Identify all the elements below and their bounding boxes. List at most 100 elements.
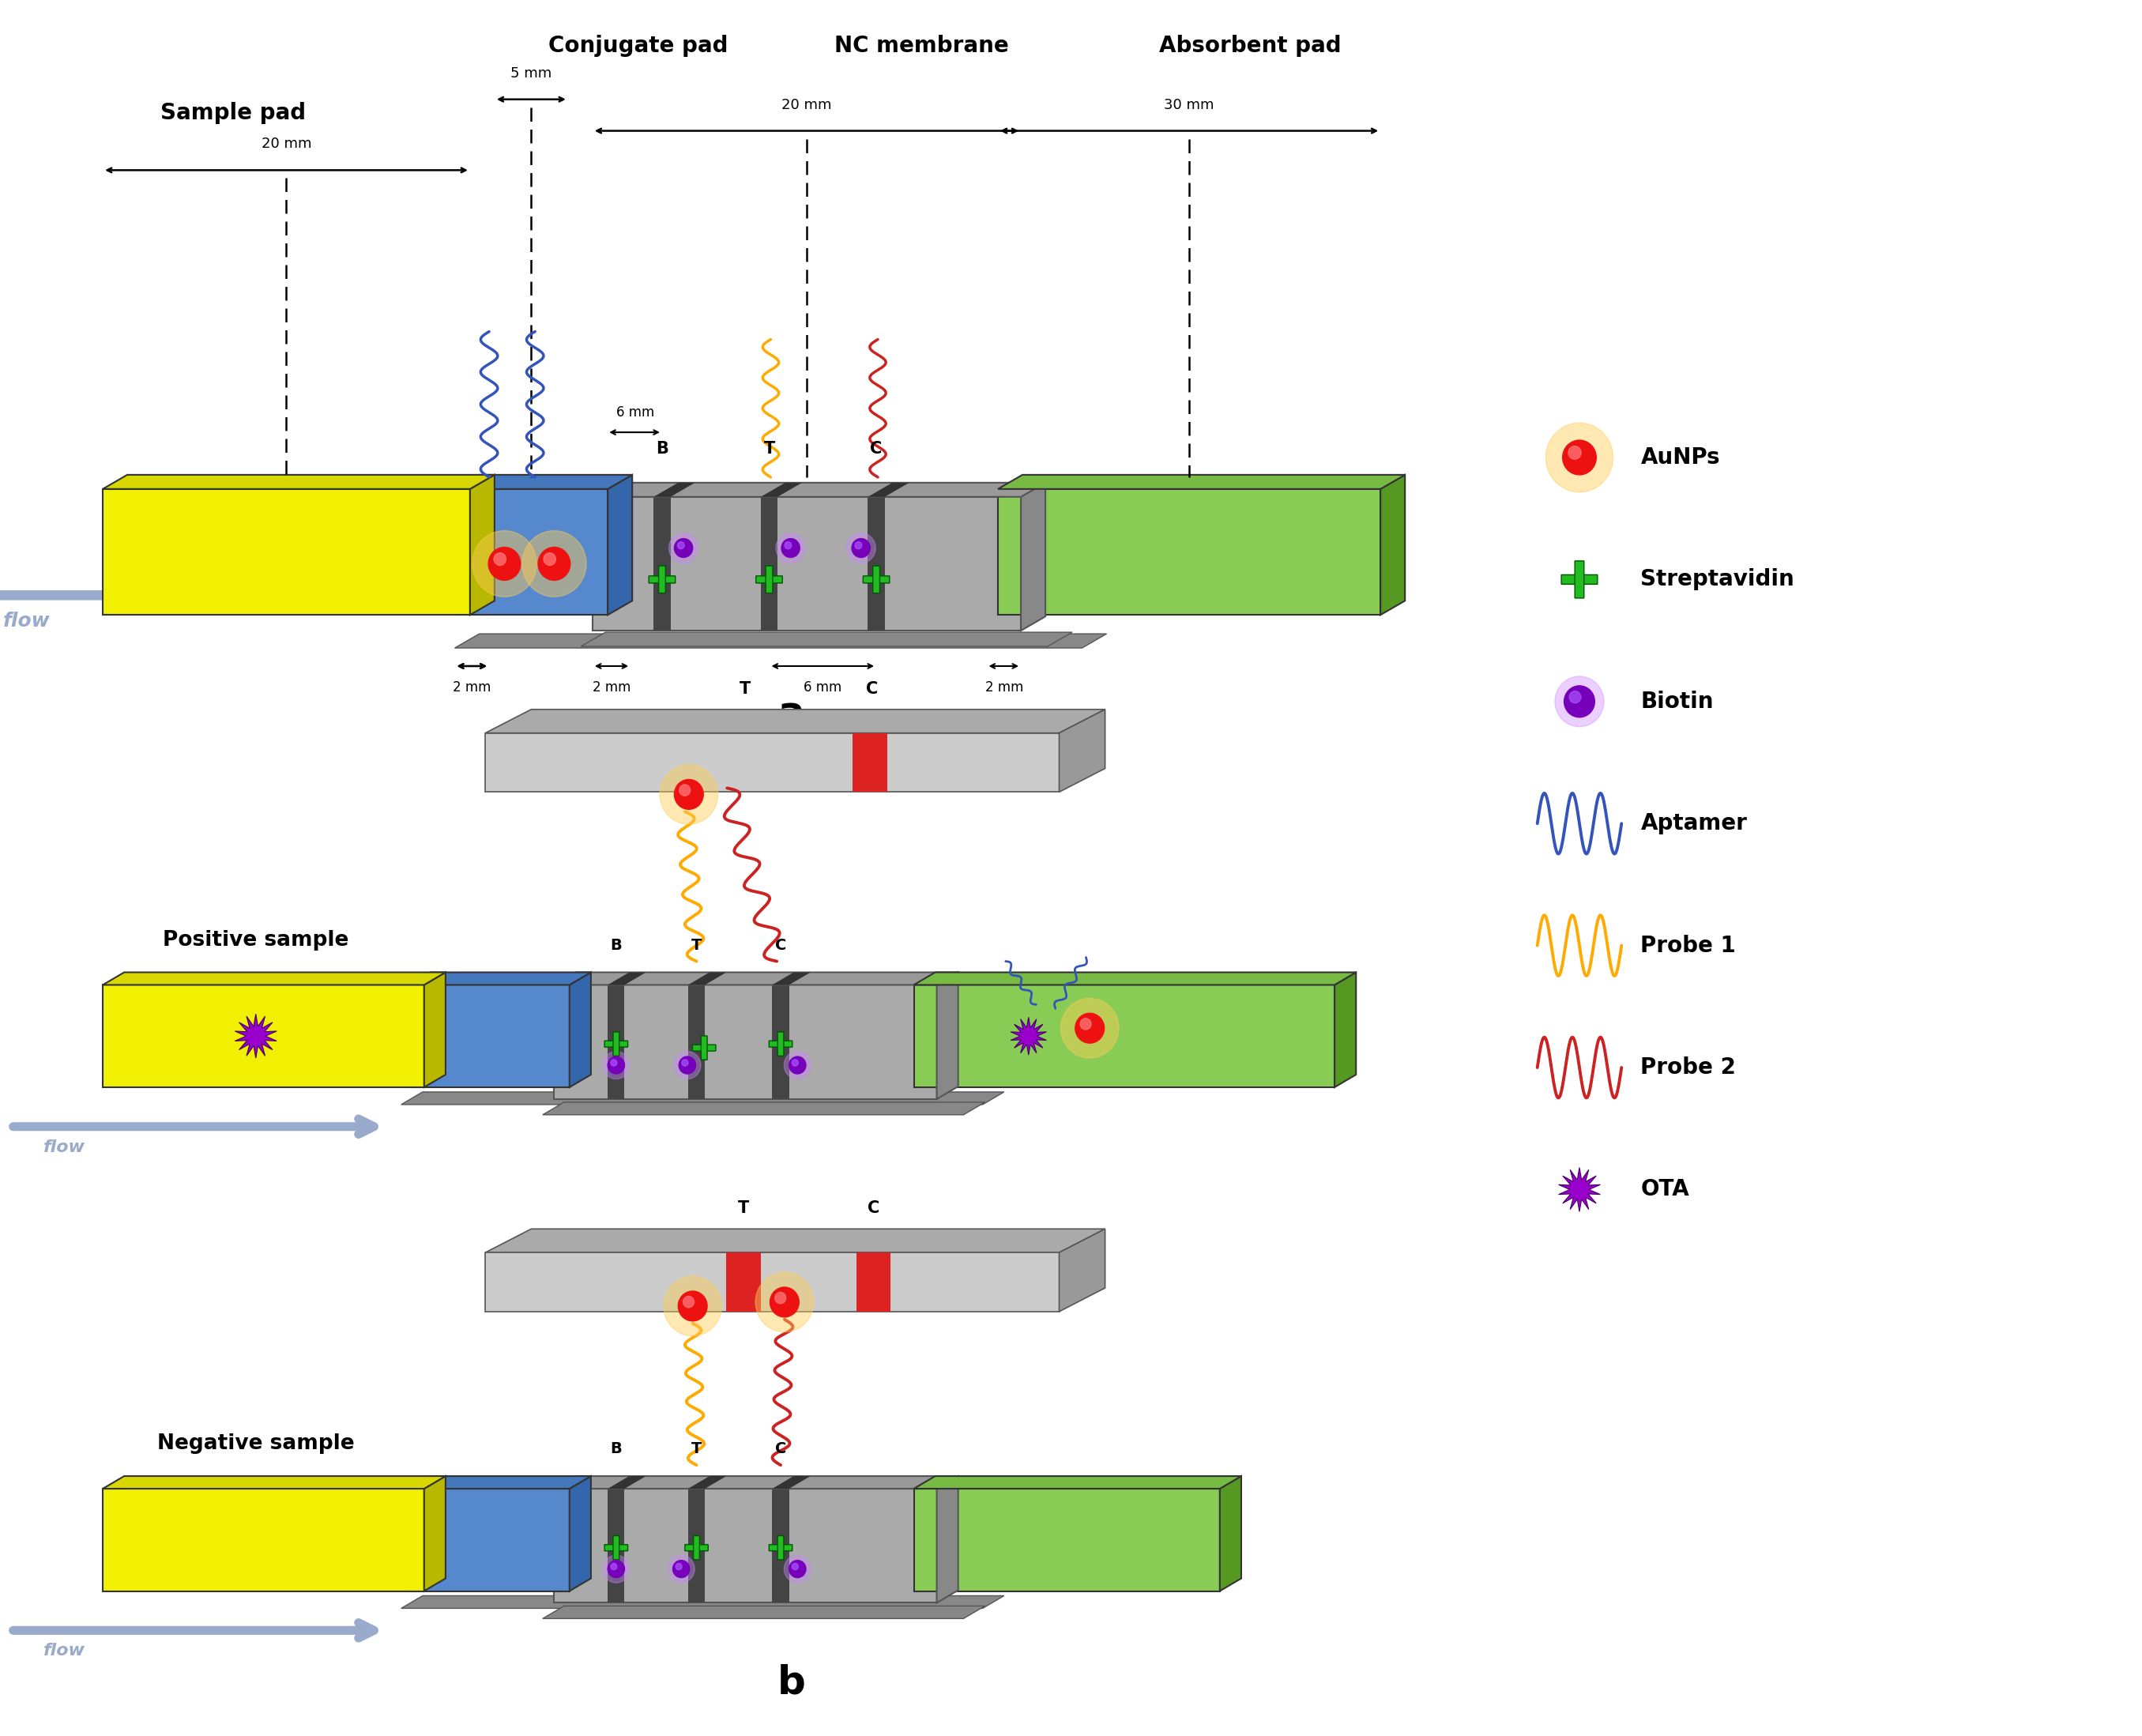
Circle shape <box>769 1286 799 1318</box>
FancyBboxPatch shape <box>778 1031 784 1055</box>
Polygon shape <box>103 476 495 490</box>
Text: T: T <box>763 441 775 457</box>
FancyBboxPatch shape <box>685 1545 709 1550</box>
Polygon shape <box>486 1229 1105 1253</box>
Polygon shape <box>688 1489 705 1602</box>
Circle shape <box>793 1059 799 1066</box>
Text: Biotin: Biotin <box>1641 691 1714 712</box>
Circle shape <box>679 1057 696 1075</box>
Polygon shape <box>486 733 1058 792</box>
Polygon shape <box>236 1014 276 1059</box>
FancyBboxPatch shape <box>700 1036 707 1061</box>
Polygon shape <box>1022 483 1045 630</box>
Text: a: a <box>778 694 805 733</box>
Polygon shape <box>760 496 778 630</box>
Circle shape <box>610 1059 617 1066</box>
Polygon shape <box>688 972 726 984</box>
Polygon shape <box>608 972 647 984</box>
FancyBboxPatch shape <box>613 1031 619 1055</box>
Circle shape <box>846 533 876 562</box>
Text: NC membrane: NC membrane <box>833 35 1009 57</box>
Circle shape <box>677 542 685 549</box>
Polygon shape <box>915 972 1356 984</box>
Polygon shape <box>608 1489 625 1602</box>
Polygon shape <box>1058 710 1105 792</box>
Polygon shape <box>936 1476 957 1602</box>
Text: 2 mm: 2 mm <box>452 681 491 694</box>
Circle shape <box>608 1561 625 1578</box>
Text: 10 mm: 10 mm <box>662 733 709 746</box>
Polygon shape <box>555 1476 957 1489</box>
Text: b: b <box>778 1663 805 1701</box>
Polygon shape <box>593 496 1022 630</box>
Circle shape <box>675 1052 700 1080</box>
Polygon shape <box>688 984 705 1099</box>
Text: 2 mm: 2 mm <box>593 681 630 694</box>
Circle shape <box>664 1276 722 1337</box>
Polygon shape <box>868 496 885 630</box>
Bar <box>726 1253 760 1312</box>
Polygon shape <box>915 984 1334 1087</box>
Text: C: C <box>775 1441 786 1457</box>
FancyBboxPatch shape <box>863 576 889 583</box>
Bar <box>857 1253 891 1312</box>
Polygon shape <box>454 476 632 490</box>
Text: T: T <box>692 1441 703 1457</box>
Circle shape <box>775 1292 786 1304</box>
Text: Probe 1: Probe 1 <box>1641 934 1735 957</box>
Polygon shape <box>542 1102 985 1115</box>
Text: 2 mm: 2 mm <box>985 681 1024 694</box>
Polygon shape <box>868 483 908 496</box>
Circle shape <box>488 547 521 580</box>
Circle shape <box>602 1555 630 1583</box>
Circle shape <box>784 1052 812 1080</box>
Polygon shape <box>469 476 495 615</box>
Polygon shape <box>915 1489 1219 1590</box>
Polygon shape <box>555 972 957 984</box>
Circle shape <box>1075 1014 1105 1043</box>
Polygon shape <box>773 1489 788 1602</box>
Polygon shape <box>486 710 1105 733</box>
FancyBboxPatch shape <box>649 576 675 583</box>
Circle shape <box>668 1555 694 1583</box>
Polygon shape <box>409 1489 570 1590</box>
FancyBboxPatch shape <box>613 1536 619 1559</box>
Text: T: T <box>692 937 703 953</box>
Text: Aptamer: Aptamer <box>1641 812 1748 835</box>
Polygon shape <box>103 1476 446 1489</box>
Polygon shape <box>409 984 570 1087</box>
FancyBboxPatch shape <box>765 566 773 594</box>
Polygon shape <box>936 972 957 1099</box>
Text: Streptavidin: Streptavidin <box>1641 568 1795 590</box>
FancyBboxPatch shape <box>692 1045 715 1050</box>
Polygon shape <box>608 984 625 1099</box>
Polygon shape <box>103 1489 424 1590</box>
FancyBboxPatch shape <box>769 1042 793 1047</box>
Text: AuNPs: AuNPs <box>1641 446 1720 469</box>
Polygon shape <box>409 972 591 984</box>
Text: C: C <box>775 937 786 953</box>
Circle shape <box>523 531 587 597</box>
Text: 30 mm: 30 mm <box>1163 97 1215 111</box>
Polygon shape <box>1379 476 1405 615</box>
FancyBboxPatch shape <box>756 576 782 583</box>
Circle shape <box>784 1555 812 1583</box>
Text: T: T <box>737 1201 750 1217</box>
Text: 6 mm: 6 mm <box>617 406 653 420</box>
Polygon shape <box>773 1476 810 1489</box>
Circle shape <box>668 533 698 562</box>
FancyBboxPatch shape <box>604 1042 628 1047</box>
Circle shape <box>673 1561 690 1578</box>
Text: Sample pad: Sample pad <box>161 102 306 123</box>
Polygon shape <box>1559 1168 1600 1212</box>
Polygon shape <box>401 1092 1005 1104</box>
Text: OTA: OTA <box>1641 1179 1690 1201</box>
Text: 20 mm: 20 mm <box>782 97 831 111</box>
Polygon shape <box>998 476 1405 490</box>
Polygon shape <box>409 1476 591 1489</box>
Circle shape <box>1564 686 1596 717</box>
Text: C: C <box>865 681 878 696</box>
Polygon shape <box>401 1595 1005 1608</box>
Circle shape <box>1555 677 1604 727</box>
Text: flow: flow <box>43 1642 86 1658</box>
